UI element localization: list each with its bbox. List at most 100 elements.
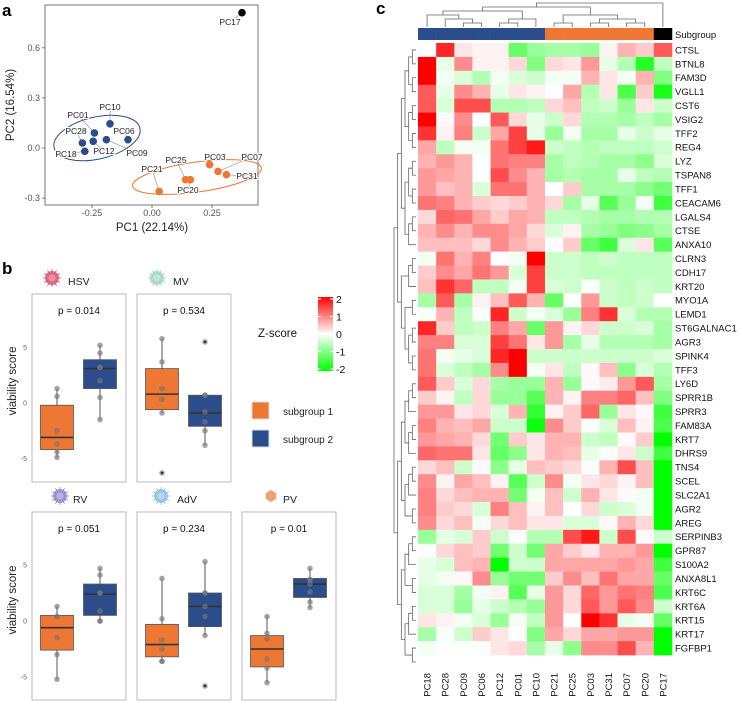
heatmap-cell	[454, 265, 473, 280]
heatmap-cell	[617, 502, 636, 517]
subgroup-1-ellipse	[132, 159, 262, 195]
heatmap-cell	[508, 460, 528, 475]
pca-point-pc03	[205, 160, 214, 169]
pca-point-label: PC17	[219, 17, 241, 27]
heatmap-cell	[599, 641, 618, 656]
heatmap-cell	[490, 474, 509, 489]
heatmap-cell	[617, 529, 636, 545]
heatmap-cell	[544, 293, 564, 308]
heatmap-cell	[454, 390, 473, 405]
dendrogram-branch	[426, 14, 460, 27]
heatmap-cell	[454, 321, 473, 336]
heatmap-cell	[472, 390, 491, 405]
subgroup-bar-cell	[526, 28, 546, 40]
data-point	[159, 359, 165, 365]
heatmap-cell	[472, 265, 491, 280]
heatmap-cell	[508, 279, 528, 294]
point-label-leader	[77, 114, 95, 134]
column-dendrogram	[426, 2, 664, 27]
heatmap-cell	[653, 321, 673, 336]
heatmap-cell	[635, 43, 655, 58]
heatmap-cell	[544, 460, 564, 475]
heatmap-cell	[490, 293, 509, 308]
heatmap-cell	[490, 182, 509, 197]
sample-label: PC07	[622, 673, 633, 697]
heatmap-cell	[563, 182, 582, 197]
heatmap-cell	[454, 599, 473, 614]
heatmap-cell	[508, 237, 528, 252]
heatmap-cell	[653, 432, 673, 447]
heatmap-cell	[436, 515, 455, 531]
heatmap-cell	[635, 502, 655, 517]
heatmap-cell	[544, 529, 564, 545]
heatmap-cell	[418, 488, 437, 503]
sample-label: PC12	[495, 673, 506, 697]
facet-rv: RV p = 0.051 -5 0 5	[21, 487, 127, 701]
data-point	[159, 385, 165, 392]
heatmap-cell	[508, 70, 528, 86]
heatmap-cell	[490, 251, 509, 266]
p-value: p = 0.01	[271, 524, 308, 535]
heatmap-cell	[418, 98, 437, 113]
heatmap-cell	[418, 223, 437, 239]
colorbar-tick-label: 0	[336, 329, 342, 341]
pca-point-label: PC01	[67, 110, 89, 120]
heatmap-cell	[472, 571, 491, 586]
heatmap-cell	[544, 182, 564, 197]
dendrogram-branch	[553, 22, 573, 27]
heatmap-cell	[526, 446, 546, 461]
gene-label: GPR87	[675, 546, 706, 557]
heatmap-cell	[490, 223, 509, 239]
heatmap-cell	[599, 84, 618, 99]
heatmap-cell	[544, 140, 564, 155]
gene-label: ANXA10	[675, 240, 711, 251]
data-point	[159, 575, 165, 582]
heatmap-cell	[635, 488, 655, 503]
heatmap-cell	[635, 84, 655, 99]
data-point	[159, 396, 165, 403]
heatmap-cell	[472, 376, 491, 392]
gene-label: AGR2	[675, 504, 701, 515]
heatmap-cell	[635, 460, 655, 475]
heatmap-cell	[563, 488, 582, 503]
pca-point-pc09	[102, 135, 111, 144]
heatmap-cell	[508, 56, 528, 72]
data-point	[54, 393, 60, 400]
pca-plot-frame	[44, 4, 259, 206]
heatmap-cell	[617, 223, 636, 239]
heatmap-cell	[581, 84, 600, 99]
heatmap-cell	[544, 321, 564, 336]
heatmap-cell	[508, 488, 528, 503]
heatmap-cell	[454, 362, 473, 378]
heatmap-cell	[472, 529, 491, 545]
heatmap-cell	[454, 279, 473, 294]
pca-point-label: PC10	[99, 102, 121, 112]
gene-label: KRT17	[675, 630, 704, 641]
heatmap-cell	[635, 349, 655, 364]
heatmap-cell	[418, 56, 437, 72]
heatmap-cell	[508, 196, 528, 211]
heatmap-cell	[599, 599, 618, 614]
heatmap-cell	[563, 265, 582, 280]
data-point	[54, 427, 60, 434]
heatmap-cell	[454, 557, 473, 572]
box	[83, 359, 117, 389]
dendrogram-branch	[411, 160, 416, 176]
heatmap-cell	[508, 251, 528, 266]
heatmap-cell	[436, 279, 455, 294]
heatmap-cell	[436, 168, 455, 183]
heatmap-cell	[599, 251, 618, 266]
heatmap-cell	[418, 390, 437, 405]
heatmap-cell	[581, 237, 600, 252]
heatmap-cell	[581, 307, 600, 322]
heatmap-cell	[490, 237, 509, 252]
heatmap-cell	[436, 335, 455, 350]
colorbar-title: Z-score	[258, 328, 297, 340]
heatmap-cell	[544, 126, 564, 141]
pca-point-pc31	[222, 170, 231, 179]
gene-label: LY6D	[675, 379, 698, 390]
heatmap-cell	[436, 627, 455, 642]
heatmap-cell	[508, 223, 528, 239]
dendrogram-branch	[408, 56, 413, 86]
sample-label: PC09	[459, 673, 470, 697]
